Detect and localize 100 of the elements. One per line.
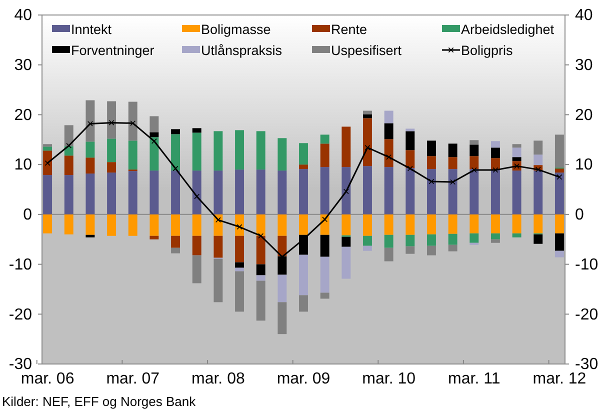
bar	[299, 234, 308, 255]
bar	[171, 134, 180, 171]
bar	[470, 233, 479, 243]
bar	[107, 138, 116, 162]
bar	[256, 236, 266, 264]
bar	[448, 169, 458, 214]
bar	[235, 236, 244, 262]
x-tick-label: mar. 08	[192, 370, 245, 388]
bar	[192, 170, 202, 214]
bar	[406, 168, 415, 214]
bar	[342, 246, 351, 279]
bar	[150, 214, 159, 236]
bar	[490, 239, 500, 243]
bar	[427, 140, 436, 156]
bar	[512, 170, 522, 214]
bar	[214, 236, 223, 258]
bar	[512, 144, 522, 148]
bar	[384, 234, 394, 248]
point	[322, 216, 328, 222]
y2-tick-label: -10	[575, 256, 598, 274]
bar	[64, 214, 74, 234]
legend-label: Arbeidsledighet	[461, 22, 554, 37]
bar	[235, 262, 244, 268]
bar	[150, 137, 159, 171]
legend-label: Forventninger	[71, 43, 155, 58]
bar	[299, 254, 308, 296]
bar	[427, 246, 436, 256]
bar	[171, 236, 180, 248]
bar	[363, 110, 372, 114]
bar	[342, 126, 351, 168]
y2-tick-label: 10	[575, 156, 593, 174]
bar	[406, 128, 415, 132]
bar	[448, 244, 458, 252]
bar	[86, 100, 95, 142]
bar	[534, 154, 543, 166]
y-tick-label: 20	[14, 106, 32, 124]
bar	[427, 234, 436, 246]
bar	[235, 130, 244, 170]
bar	[171, 129, 180, 134]
bar	[384, 139, 394, 168]
bar	[107, 172, 116, 214]
legend-label: Utlånspraksis	[201, 43, 282, 58]
bar	[534, 170, 543, 214]
bar	[192, 255, 202, 284]
point	[87, 120, 93, 126]
bar	[470, 140, 479, 145]
bar	[299, 164, 308, 170]
y-tick-label: -20	[8, 306, 32, 324]
bar	[406, 214, 415, 235]
bar	[86, 142, 95, 158]
bar	[363, 118, 372, 166]
bar	[320, 167, 330, 214]
bar	[256, 214, 266, 236]
point	[66, 142, 72, 148]
y2-tick-label: 30	[575, 56, 593, 74]
bar	[64, 125, 74, 146]
bar	[512, 157, 522, 162]
bar	[554, 214, 564, 234]
bar	[384, 248, 394, 262]
bar	[384, 123, 394, 140]
bar	[363, 114, 372, 118]
x-tick-label: mar. 11	[448, 370, 500, 388]
bar	[406, 131, 415, 150]
bar	[214, 131, 223, 171]
bar	[448, 214, 458, 234]
x-tick-label: mar. 10	[362, 370, 416, 388]
bar	[320, 144, 330, 168]
y2-tick-label: 40	[575, 7, 593, 24]
bar	[86, 234, 95, 238]
bar	[384, 110, 394, 124]
bar	[448, 157, 458, 170]
x-tick-label: mar. 09	[276, 370, 330, 388]
point	[44, 160, 50, 166]
bar	[342, 214, 351, 236]
bar	[192, 214, 202, 236]
point	[407, 166, 413, 172]
bar	[150, 116, 159, 132]
bar	[363, 166, 372, 214]
bar	[107, 101, 116, 139]
bar	[107, 162, 116, 173]
legend-label: Boligpris	[461, 43, 514, 58]
bar	[299, 295, 308, 312]
bar	[320, 234, 330, 257]
bar	[554, 250, 564, 258]
bar	[448, 234, 458, 245]
x-tick-label: mar. 07	[106, 370, 160, 388]
bar	[192, 236, 202, 256]
bar	[150, 236, 159, 240]
bar	[470, 169, 479, 214]
bar	[278, 170, 287, 214]
bar	[512, 214, 522, 234]
bar	[150, 170, 159, 214]
point	[471, 167, 477, 173]
legend-label: Uspesifisert	[331, 43, 402, 58]
point	[492, 167, 498, 173]
legend-label: Rente	[331, 22, 368, 37]
bar	[128, 214, 138, 236]
bar	[278, 236, 287, 256]
bar	[214, 258, 223, 302]
bar	[278, 274, 287, 302]
